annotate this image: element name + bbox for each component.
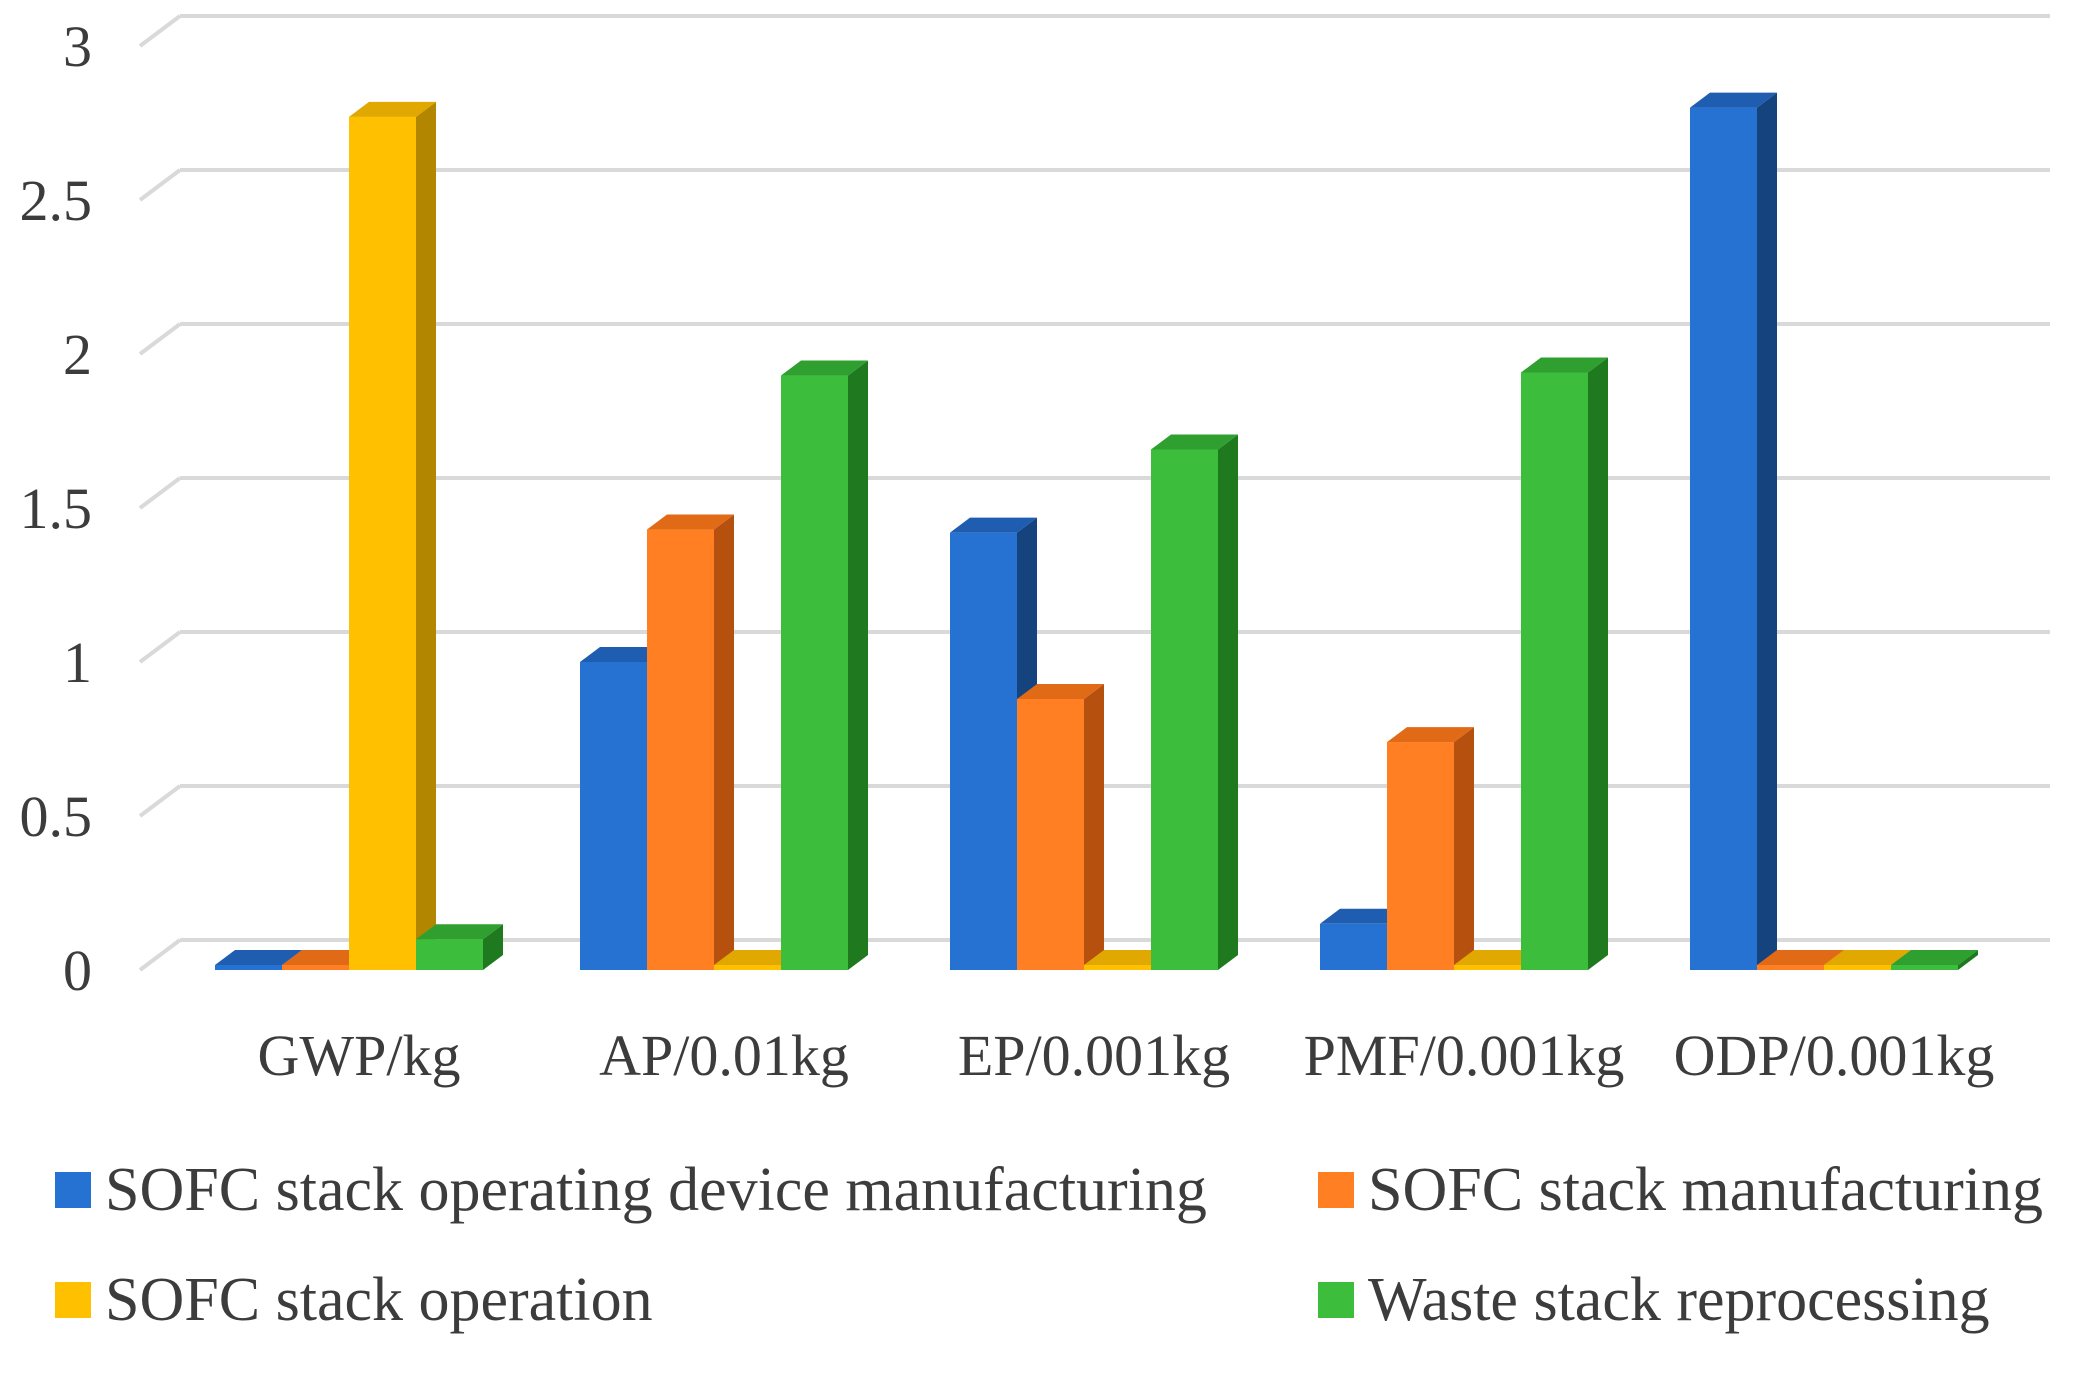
legend-label: SOFC stack operation bbox=[105, 1266, 653, 1334]
gridline-depth bbox=[138, 322, 182, 356]
y-tick-label: 2 bbox=[63, 322, 92, 387]
bar-top bbox=[1151, 434, 1238, 450]
bar-side bbox=[1084, 683, 1104, 970]
bar bbox=[1521, 357, 1608, 971]
bar-front bbox=[349, 116, 416, 971]
bar-top bbox=[781, 360, 868, 376]
legend-swatch bbox=[1318, 1282, 1354, 1318]
gridline-depth bbox=[138, 14, 182, 48]
bar-front bbox=[215, 965, 282, 970]
bar-top bbox=[215, 950, 302, 965]
bar-top bbox=[1017, 683, 1104, 699]
bar-top bbox=[1891, 950, 1978, 965]
bar-top bbox=[950, 517, 1037, 533]
bar-front bbox=[781, 375, 848, 970]
bar-front bbox=[1387, 742, 1454, 970]
x-tick-label: PMF/0.001kg bbox=[1304, 1023, 1625, 1088]
legend-item: Waste stack reprocessing bbox=[1318, 1266, 1990, 1334]
bar-top bbox=[282, 950, 369, 965]
x-axis: GWP/kg AP/0.01kg EP/0.001kg PMF/0.001kg ODP/… bbox=[258, 1023, 1995, 1088]
gridline-depth bbox=[138, 630, 182, 664]
y-tick-label: 0 bbox=[63, 938, 92, 1003]
bar-top bbox=[1521, 357, 1608, 373]
legend-swatch bbox=[55, 1172, 91, 1208]
bar-top bbox=[647, 514, 734, 530]
bar-top bbox=[1320, 908, 1407, 924]
bar-top bbox=[349, 101, 436, 117]
bar-side bbox=[848, 360, 868, 970]
bar-top bbox=[580, 647, 667, 662]
bar-front bbox=[950, 532, 1017, 970]
legend-item: SOFC stack operating device manufacturin… bbox=[55, 1156, 1207, 1224]
gridlines bbox=[138, 14, 2050, 972]
bar-front bbox=[1891, 965, 1958, 970]
x-tick-label: ODP/0.001kg bbox=[1674, 1023, 1995, 1088]
bar-side bbox=[416, 101, 436, 971]
bar-front bbox=[1017, 698, 1084, 970]
bar bbox=[416, 924, 503, 970]
bar-top bbox=[1454, 950, 1541, 965]
bar-front bbox=[580, 662, 647, 970]
bar-top bbox=[416, 924, 503, 940]
bar-front bbox=[1521, 372, 1588, 971]
bar-side bbox=[714, 514, 734, 970]
bar bbox=[349, 101, 436, 971]
gridline-depth bbox=[138, 784, 182, 818]
bar-front bbox=[647, 529, 714, 970]
bar bbox=[1151, 434, 1238, 971]
bar bbox=[1891, 950, 1978, 970]
y-tick-label: 3 bbox=[63, 14, 92, 79]
bar bbox=[1017, 683, 1104, 970]
gridline-depth bbox=[138, 938, 182, 972]
legend: SOFC stack operating device manufacturin… bbox=[55, 1156, 2043, 1334]
y-tick-label: 0.5 bbox=[20, 784, 93, 849]
legend-swatch bbox=[55, 1282, 91, 1318]
bar-side bbox=[1588, 357, 1608, 971]
bars bbox=[215, 92, 1978, 971]
y-tick-label: 1.5 bbox=[20, 476, 93, 541]
bar-front bbox=[1690, 107, 1757, 971]
x-tick-label: AP/0.01kg bbox=[599, 1023, 849, 1088]
bar bbox=[1690, 92, 1777, 971]
bar-front bbox=[1084, 965, 1151, 970]
bar-top bbox=[1757, 950, 1844, 965]
bar-front bbox=[714, 965, 781, 970]
bar-side bbox=[1454, 727, 1474, 970]
legend-label: Waste stack reprocessing bbox=[1368, 1266, 1990, 1334]
legend-item: SOFC stack manufacturing bbox=[1318, 1156, 2043, 1224]
bar bbox=[1387, 727, 1474, 970]
bar-front bbox=[1151, 449, 1218, 971]
bar-top bbox=[1824, 950, 1911, 965]
gridline-depth bbox=[138, 476, 182, 510]
bar bbox=[647, 514, 734, 970]
bar-front bbox=[1454, 965, 1521, 970]
bar-side bbox=[1218, 434, 1238, 971]
x-tick-label: EP/0.001kg bbox=[958, 1023, 1230, 1088]
bar-side bbox=[1757, 92, 1777, 971]
legend-label: SOFC stack operating device manufacturin… bbox=[105, 1156, 1207, 1224]
y-axis: 0 0.5 1 1.5 2 2.5 3 bbox=[20, 14, 93, 1003]
legend-swatch bbox=[1318, 1172, 1354, 1208]
bar-front bbox=[416, 939, 483, 970]
bar-top bbox=[714, 950, 801, 965]
bar-front bbox=[282, 965, 349, 970]
bar-side bbox=[1958, 950, 1978, 970]
bar-front bbox=[1757, 965, 1824, 970]
legend-item: SOFC stack operation bbox=[55, 1266, 653, 1334]
y-tick-label: 2.5 bbox=[20, 168, 93, 233]
legend-label: SOFC stack manufacturing bbox=[1368, 1156, 2043, 1224]
y-tick-label: 1 bbox=[63, 630, 92, 695]
gridline-depth bbox=[138, 168, 182, 202]
bar-side bbox=[483, 924, 503, 970]
bar-front bbox=[1320, 923, 1387, 970]
bar-front bbox=[1824, 965, 1891, 970]
bar-top bbox=[1690, 92, 1777, 108]
x-tick-label: GWP/kg bbox=[258, 1023, 461, 1088]
bar-top bbox=[1387, 727, 1474, 743]
bar-top bbox=[1084, 950, 1171, 965]
bar bbox=[781, 360, 868, 970]
